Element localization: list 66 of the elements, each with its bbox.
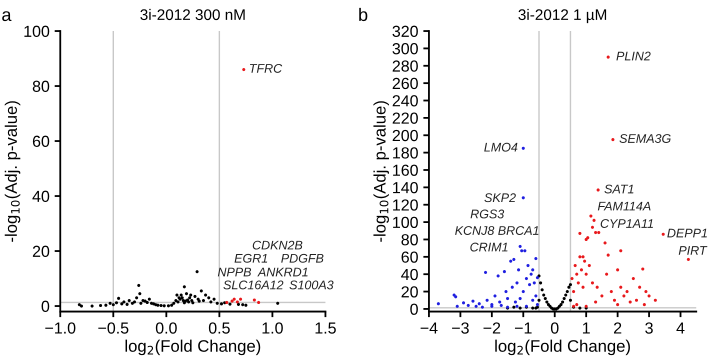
annotation: SEMA3G bbox=[619, 134, 671, 143]
y-tick-label: 60 bbox=[402, 251, 418, 263]
y-tick-label: 20 bbox=[402, 286, 418, 298]
annotation: DEPP1 bbox=[667, 228, 707, 238]
chart-title: 3i-2012 300 nM bbox=[140, 8, 245, 20]
y-tick-label: 20 bbox=[32, 246, 50, 257]
x-tick-label: −3 bbox=[452, 322, 469, 334]
y-tick-label: 40 bbox=[32, 190, 50, 202]
annotation: S100A3 bbox=[289, 280, 334, 290]
y-tick-label: 60 bbox=[32, 136, 50, 147]
annotation: EGR1 bbox=[234, 254, 268, 263]
y-tick-label: 200 bbox=[392, 130, 418, 142]
annotation: FAM114A bbox=[598, 202, 651, 210]
x-tick-label: 0.0 bbox=[156, 322, 177, 334]
annotation: KCNJ8 BRCA1 bbox=[455, 226, 538, 235]
x-tick-label: 0.5 bbox=[208, 322, 230, 334]
x-tick-label: 1 bbox=[582, 322, 590, 334]
y-axis-title: -log$_{10}$(Adj. p-value) bbox=[373, 101, 389, 242]
x-tick-label: −1 bbox=[514, 322, 532, 334]
y-tick-label: 180 bbox=[393, 147, 418, 159]
y-tick-label: 100 bbox=[24, 26, 50, 37]
x-tick-label: −0.5 bbox=[98, 322, 128, 334]
x-axis-title: log$_{2}$(Fold Change) bbox=[126, 340, 260, 356]
chart-title: 3i-2012 1 µM bbox=[518, 8, 606, 24]
y-tick-label: 0 bbox=[410, 304, 418, 315]
annotation: TFRC bbox=[250, 64, 282, 73]
x-tick-label: −2 bbox=[484, 322, 500, 334]
x-tick-label: 1.5 bbox=[316, 322, 336, 334]
annotation: SLC16A12 bbox=[223, 280, 284, 290]
annotation: RGS3 bbox=[470, 210, 504, 218]
annotation: ANKRD1 bbox=[257, 268, 308, 276]
y-tick-label: 100 bbox=[393, 216, 418, 228]
y-tick-label: 120 bbox=[393, 199, 418, 211]
annotation: SKP2 bbox=[484, 193, 516, 202]
y-tick-label: 40 bbox=[401, 268, 418, 280]
y-tick-label: 280 bbox=[392, 60, 418, 72]
annotation: CDKN2B bbox=[252, 240, 302, 250]
x-tick-label: 1.0 bbox=[262, 322, 283, 334]
y-tick-label: 220 bbox=[392, 112, 418, 124]
y-tick-label: 80 bbox=[401, 234, 418, 246]
x-tick-label: 2 bbox=[614, 322, 622, 334]
y-tick-label: 320 bbox=[392, 26, 418, 37]
annotation: LMO4 bbox=[484, 142, 518, 152]
y-tick-label: 300 bbox=[392, 43, 418, 54]
x-tick-label: 3 bbox=[645, 322, 653, 334]
annotation: PDGFB bbox=[281, 254, 324, 263]
annotation: NPPB bbox=[218, 268, 252, 276]
x-tick-label: 4 bbox=[676, 322, 684, 334]
text: a bbox=[2, 11, 12, 22]
y-tick-label: 240 bbox=[392, 95, 418, 106]
annotation: CRIM1 bbox=[470, 242, 508, 252]
x-tick-label: −4 bbox=[420, 322, 438, 334]
x-tick-label: −1.0 bbox=[45, 322, 76, 334]
y-tick-label: 160 bbox=[393, 164, 418, 176]
annotation: SAT1 bbox=[604, 184, 634, 194]
annotation: PLIN2 bbox=[616, 52, 651, 60]
annotation: CYP1A11 bbox=[600, 219, 653, 228]
y-tick-label: 260 bbox=[392, 78, 418, 90]
y-tick-label: 0 bbox=[42, 300, 50, 312]
x-axis-title: log$_{2}$(Fold Change) bbox=[495, 340, 630, 356]
y-axis-title: -log$_{10}$(Adj. p-value) bbox=[4, 101, 20, 242]
annotation: PIRT bbox=[678, 246, 708, 255]
text: b bbox=[359, 8, 368, 22]
x-tick-label: 0 bbox=[550, 322, 559, 334]
y-tick-label: 80 bbox=[32, 80, 50, 92]
y-tick-label: 140 bbox=[393, 182, 418, 194]
